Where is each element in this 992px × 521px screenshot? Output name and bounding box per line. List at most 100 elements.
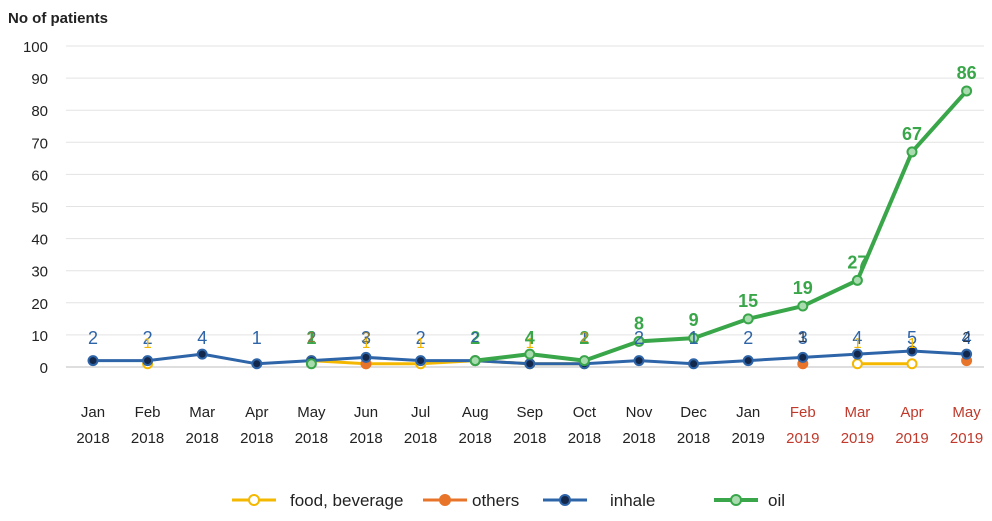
x-tick-label: 2019	[732, 430, 765, 447]
x-tick-label: Sep	[516, 404, 543, 421]
legend-label: inhale	[610, 491, 655, 510]
x-tick-label: 2018	[76, 430, 109, 447]
data-label: 1	[579, 328, 589, 348]
data-label: 2	[307, 329, 315, 346]
y-tick-label: 50	[31, 200, 48, 217]
data-point	[87, 355, 99, 367]
data-point	[524, 348, 536, 360]
data-label: 1	[416, 335, 424, 352]
x-tick-label: 2018	[459, 430, 492, 447]
data-label: 4	[962, 328, 972, 348]
data-label: 1	[526, 335, 534, 352]
x-tick-label: 2018	[677, 430, 710, 447]
data-point	[961, 85, 973, 97]
data-label: 1	[908, 335, 916, 352]
data-label: 4	[525, 328, 535, 348]
data-label: 2	[470, 328, 480, 348]
data-label: 1	[306, 328, 316, 348]
data-label: 2	[362, 329, 370, 346]
data-point	[196, 348, 208, 360]
data-point	[142, 355, 154, 367]
x-tick-label: 2018	[349, 430, 382, 447]
data-point	[851, 274, 863, 286]
data-label: 4	[197, 328, 207, 348]
data-point	[415, 355, 427, 367]
data-label: 27	[847, 252, 867, 272]
data-label: 2	[962, 329, 970, 346]
data-label: 86	[957, 63, 977, 83]
legend-label: oil	[768, 491, 785, 510]
x-tick-label: 2018	[568, 430, 601, 447]
data-label: 67	[902, 124, 922, 144]
data-label: 1	[143, 335, 151, 352]
data-label: 2	[743, 328, 753, 348]
x-tick-label: Dec	[680, 404, 707, 421]
x-tick-label: 2018	[186, 430, 219, 447]
x-tick-label: Feb	[135, 404, 161, 421]
data-point	[906, 146, 918, 158]
data-point	[469, 355, 481, 367]
x-tick-label: 2019	[950, 430, 983, 447]
data-label: 1	[252, 328, 262, 348]
data-point	[633, 355, 645, 367]
legend-swatch-marker	[730, 494, 742, 506]
data-point	[797, 351, 809, 363]
x-tick-label: May	[297, 404, 326, 421]
y-axis-label: No of patients	[8, 10, 108, 27]
data-label: 2	[471, 329, 479, 346]
x-tick-label: 2018	[404, 430, 437, 447]
data-label: 19	[793, 278, 813, 298]
data-point	[797, 300, 809, 312]
x-tick-label: 2018	[240, 430, 273, 447]
x-tick-label: Oct	[573, 404, 597, 421]
data-point	[688, 358, 700, 370]
x-tick-label: Nov	[626, 404, 653, 421]
data-point	[906, 345, 918, 357]
x-tick-label: Aug	[462, 404, 489, 421]
x-tick-label: 2019	[895, 430, 928, 447]
data-point	[851, 348, 863, 360]
x-tick-label: 2019	[841, 430, 874, 447]
data-point	[961, 348, 973, 360]
y-tick-label: 40	[31, 232, 48, 249]
data-label: 2	[634, 328, 644, 348]
data-point	[360, 351, 372, 363]
x-tick-label: 2018	[622, 430, 655, 447]
data-point	[633, 335, 645, 347]
y-tick-label: 30	[31, 264, 48, 281]
data-point	[251, 358, 263, 370]
data-point	[742, 313, 754, 325]
data-label: 2	[306, 328, 316, 348]
data-label: 15	[738, 291, 758, 311]
data-label: 2	[416, 328, 426, 348]
data-label: 5	[907, 328, 917, 348]
data-point	[906, 358, 918, 370]
data-point	[524, 358, 536, 370]
data-point	[742, 355, 754, 367]
data-label: 9	[689, 310, 699, 330]
x-tick-label: 2019	[786, 430, 819, 447]
x-tick-label: Mar	[189, 404, 215, 421]
data-label: 3	[798, 328, 808, 348]
y-tick-label: 80	[31, 103, 48, 120]
y-tick-label: 20	[31, 296, 48, 313]
data-label: 8	[634, 313, 644, 333]
legend-swatch-marker	[248, 494, 260, 506]
x-tick-label: Jan	[81, 404, 105, 421]
y-tick-label: 90	[31, 71, 48, 88]
y-tick-label: 60	[31, 167, 48, 184]
y-tick-label: 100	[23, 39, 48, 56]
legend-label: others	[472, 491, 519, 510]
data-point	[851, 358, 863, 370]
x-tick-label: Jun	[354, 404, 378, 421]
x-tick-label: 2018	[513, 430, 546, 447]
data-label: 1	[853, 335, 861, 352]
series-line	[474, 89, 969, 363]
legend-swatch-marker	[439, 494, 451, 506]
x-tick-label: Apr	[245, 404, 268, 421]
x-tick-label: 2018	[131, 430, 164, 447]
y-tick-label: 70	[31, 135, 48, 152]
x-tick-label: Jan	[736, 404, 760, 421]
